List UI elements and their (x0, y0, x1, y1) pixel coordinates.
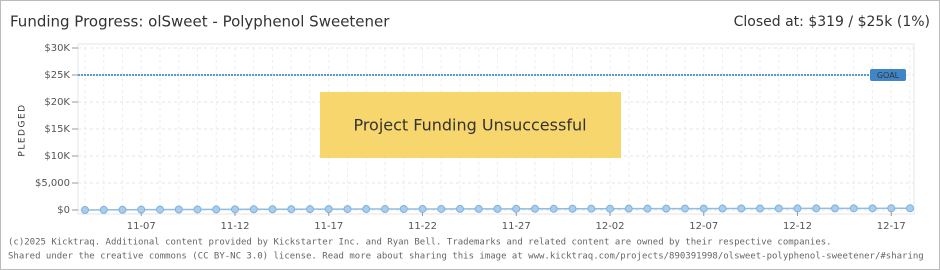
data-point (156, 205, 164, 214)
data-point (456, 204, 464, 213)
data-point (474, 204, 483, 213)
data-point (906, 204, 914, 213)
data-point (287, 205, 296, 214)
data-point (812, 204, 821, 213)
data-point (99, 205, 108, 214)
y-tick-label: $25K (44, 70, 70, 81)
data-point (512, 204, 521, 213)
x-tick-label: 11-27 (502, 221, 531, 232)
annotation-box (320, 92, 621, 158)
data-point (437, 204, 446, 213)
x-tick-label: 11-22 (408, 221, 437, 232)
footer-line: Shared under the creative commons (CC BY… (8, 252, 924, 262)
data-point (849, 204, 858, 213)
data-point (231, 205, 239, 214)
data-point (268, 205, 277, 214)
data-point (493, 204, 502, 213)
footer-line: (c)2025 Kicktraq. Additional content pro… (8, 238, 832, 248)
data-point (381, 205, 389, 214)
data-point (531, 204, 539, 213)
data-point (137, 205, 146, 214)
x-tick-label: 12-07 (689, 221, 718, 232)
y-tick-label: $5,000 (35, 178, 70, 189)
data-point (793, 204, 802, 213)
y-tick-label: $20K (44, 97, 70, 108)
data-point (249, 205, 258, 214)
data-point (118, 205, 127, 214)
data-point (643, 204, 652, 213)
data-point (399, 205, 408, 214)
data-point (81, 206, 89, 214)
x-tick-label: 11-07 (127, 221, 156, 232)
data-point (737, 204, 746, 213)
data-point (699, 204, 708, 213)
y-tick-label: $10K (44, 151, 70, 162)
data-point (212, 205, 221, 214)
data-point (868, 204, 877, 213)
goal-label: GOAL (877, 71, 900, 80)
data-point (587, 204, 596, 213)
data-point (756, 204, 764, 213)
data-point (774, 204, 783, 213)
y-tick-label: $15K (44, 124, 70, 135)
goal-badge (870, 69, 906, 81)
chart-title: Funding Progress: olSweet - Polyphenol S… (10, 13, 390, 31)
x-tick-label: 12-12 (783, 221, 812, 232)
x-tick-label: 11-17 (314, 221, 343, 232)
data-point (343, 205, 352, 214)
data-point (568, 204, 577, 213)
x-tick-label: 11-12 (220, 221, 249, 232)
data-point (362, 205, 371, 214)
data-point (606, 204, 614, 213)
data-point (549, 204, 558, 213)
data-point (193, 205, 202, 214)
data-point (718, 204, 727, 213)
data-point (662, 204, 671, 213)
y-axis-label: PLEDGED (18, 103, 28, 156)
data-point (831, 204, 839, 213)
data-point (418, 204, 427, 213)
data-point (681, 204, 689, 213)
annotation: Project Funding Unsuccessful (353, 116, 586, 135)
y-tick-label: $0 (57, 205, 70, 216)
y-tick-label: $30K (44, 43, 70, 54)
data-point (624, 204, 633, 213)
x-tick-label: 12-02 (595, 221, 624, 232)
data-point (306, 205, 314, 214)
x-tick-label: 12-17 (877, 221, 906, 232)
closed-summary: Closed at: $319 / $25k (1%) (734, 14, 930, 30)
data-point (174, 205, 183, 214)
data-point (887, 204, 896, 213)
data-point (324, 205, 333, 214)
